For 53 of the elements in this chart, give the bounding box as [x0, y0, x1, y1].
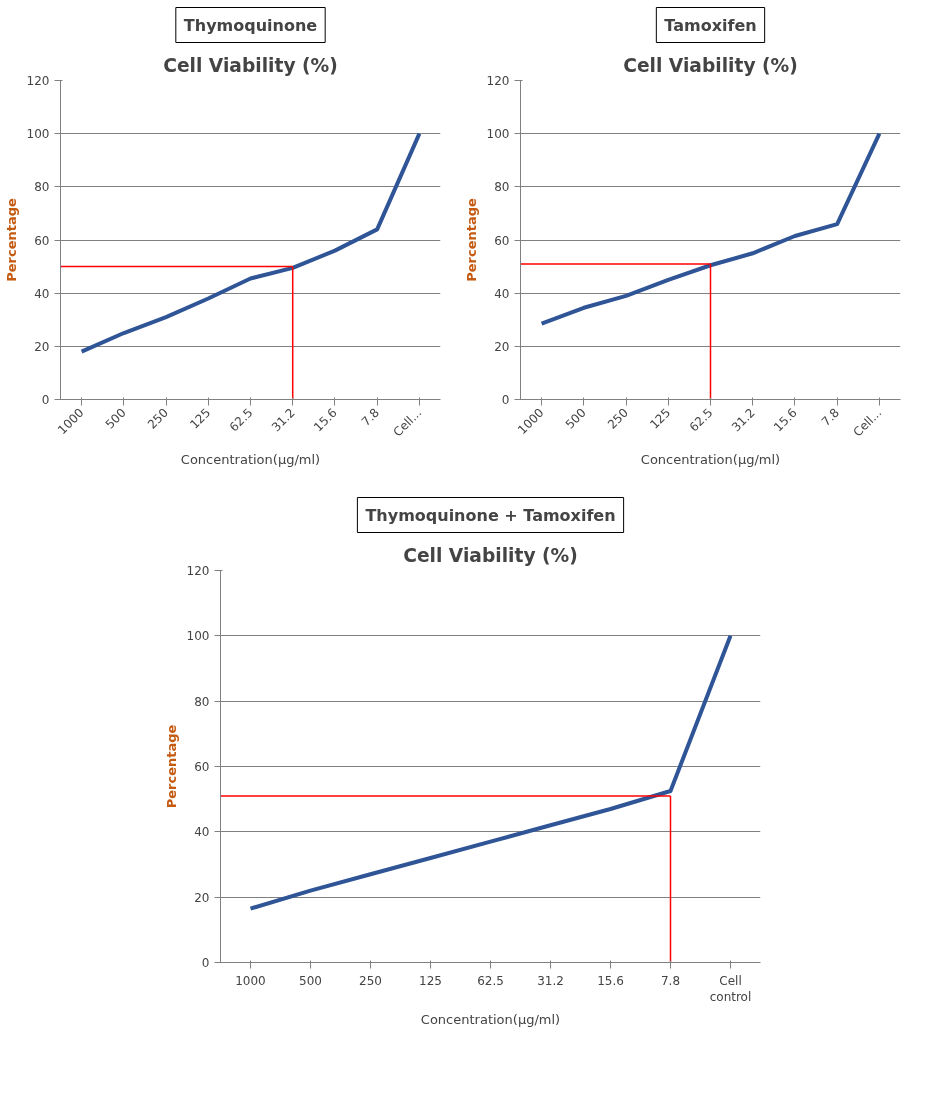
chart-subtitle: Thymoquinone + Tamoxifen — [365, 505, 616, 525]
y-tick-label: 80 — [194, 694, 210, 709]
y-tick-label: 100 — [26, 127, 50, 142]
x-tick-label: 7.8 — [660, 973, 681, 988]
line-series — [248, 633, 733, 911]
x-tick-label: Cell control — [709, 973, 752, 1005]
y-tick-label: 60 — [194, 760, 210, 774]
chart-title: Cell Viability (%) — [403, 544, 578, 566]
y-tick-label: 20 — [34, 339, 50, 354]
line-series — [539, 131, 882, 326]
y-tick-label: 120 — [486, 74, 510, 88]
x-axis-title: Concentration(µg/ml) — [640, 452, 781, 468]
x-axis-title: Concentration(µg/ml) — [420, 1012, 561, 1028]
x-tick-label: 125 — [647, 405, 674, 432]
x-tick-label: 7.8 — [818, 405, 843, 429]
y-tick-label: 20 — [194, 890, 210, 905]
x-tick-label: 7.8 — [358, 405, 383, 429]
chart-subtitle: Thymoquinone — [183, 15, 318, 35]
x-tick-label: 500 — [562, 405, 589, 432]
x-tick-label: 31.2 — [537, 973, 564, 988]
x-tick-label: 125 — [187, 405, 214, 432]
y-tick-label: 40 — [494, 286, 510, 301]
y-tick-label: 40 — [194, 825, 210, 840]
line-series — [79, 131, 422, 354]
chart-subtitle: Tamoxifen — [664, 15, 757, 35]
x-tick-label: 1000 — [235, 973, 266, 988]
x-tick-label: 62.5 — [477, 973, 504, 988]
y-tick-label: 0 — [41, 393, 50, 407]
x-tick-label: 250 — [359, 973, 382, 988]
y-tick-label: 0 — [501, 393, 510, 407]
y-tick-label: 80 — [494, 180, 510, 195]
y-tick-label: 60 — [494, 233, 510, 248]
chart-title: Cell Viability (%) — [163, 54, 338, 76]
chart-title: Cell Viability (%) — [623, 54, 798, 76]
y-axis-title: Percentage — [163, 724, 179, 809]
y-tick-label: 100 — [486, 127, 510, 142]
x-tick-label: 250 — [144, 405, 172, 432]
x-tick-label: 125 — [419, 973, 442, 988]
x-axis-title: Concentration(µg/ml) — [180, 452, 321, 468]
y-tick-label: 60 — [34, 233, 50, 248]
y-tick-label: 120 — [26, 74, 50, 88]
y-axis-title: Percentage — [463, 198, 479, 282]
y-axis-title: Percentage — [3, 198, 19, 282]
y-tick-label: 80 — [34, 180, 50, 195]
y-tick-label: 20 — [494, 339, 510, 354]
x-tick-label: 250 — [604, 405, 632, 432]
y-tick-label: 120 — [186, 564, 210, 578]
y-tick-label: 40 — [34, 286, 50, 301]
x-tick-label: 15.6 — [597, 973, 624, 988]
x-tick-label: 500 — [299, 973, 322, 988]
y-tick-label: 0 — [201, 956, 210, 970]
x-tick-label: 500 — [102, 405, 129, 432]
y-tick-label: 100 — [186, 629, 210, 644]
